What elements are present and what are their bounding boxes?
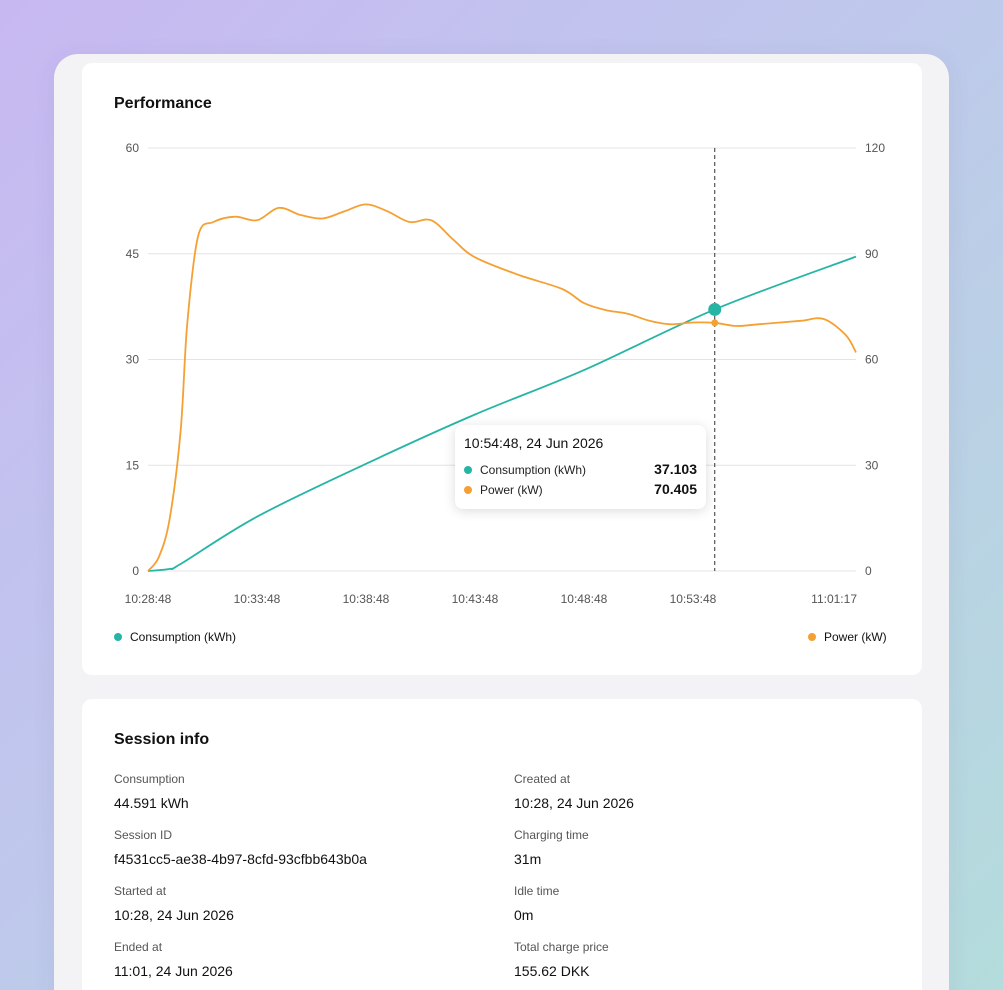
field-created-at: Created at 10:28, 24 Jun 2026: [514, 772, 894, 811]
field-label: Started at: [114, 884, 167, 898]
field-label: Total charge price: [514, 940, 609, 954]
app-shell: Performance 0 0 15 30 30 60 45 90 60 120 10:28:48 1…: [54, 54, 949, 990]
power-line: [147, 203, 857, 572]
field-label: Charging time: [514, 828, 589, 842]
field-value: 44.591 kWh: [114, 795, 189, 811]
field-value: 10:28, 24 Jun 2026: [114, 907, 234, 923]
field-label: Ended at: [114, 940, 163, 954]
session-info-title: Session info: [114, 731, 210, 748]
tooltip-value: 70.405: [654, 481, 697, 497]
x-tick-label: 11:01:17: [811, 592, 857, 606]
y-right-tick-label: 30: [865, 458, 879, 472]
field-label: Session ID: [114, 828, 173, 842]
field-value: 155.62 DKK: [514, 963, 590, 979]
tooltip-label: Consumption (kWh): [480, 463, 587, 477]
field-started-at: Started at 10:28, 24 Jun 2026: [114, 884, 494, 923]
y-right-tick-label: 60: [865, 353, 879, 367]
tooltip-label: Power (kW): [480, 483, 543, 497]
field-value: 0m: [514, 907, 534, 923]
x-tick-label: 10:48:48: [561, 592, 608, 606]
chart-tooltip: 10:54:48, 24 Jun 2026 Consumption (kWh) …: [455, 425, 706, 509]
y-right-tick-label: 0: [865, 564, 872, 578]
performance-title: Performance: [114, 95, 212, 112]
consumption-legend-dot-icon: [114, 633, 122, 641]
field-charging-time: Charging time 31m: [514, 828, 894, 867]
field-ended-at: Ended at 11:01, 24 Jun 2026: [114, 940, 494, 979]
y-left-tick-label: 45: [126, 247, 140, 261]
x-tick-label: 10:33:48: [234, 592, 281, 606]
y-left-tick-label: 30: [126, 353, 140, 367]
power-legend-dot-icon: [808, 633, 816, 641]
power-cursor-point: [711, 319, 719, 327]
field-label: Created at: [514, 772, 571, 786]
legend-label: Power (kW): [824, 630, 887, 644]
field-session-id: Session ID f4531cc5-ae38-4b97-8cfd-93cfb…: [114, 828, 494, 867]
field-idle-time: Idle time 0m: [514, 884, 894, 923]
field-value: 10:28, 24 Jun 2026: [514, 795, 634, 811]
y-right-tick-label: 120: [865, 141, 885, 155]
x-tick-label: 10:28:48: [125, 592, 172, 606]
performance-chart[interactable]: 0 0 15 30 30 60 45 90 60 120 10:28:48 10:33:48 10:38…: [82, 63, 922, 623]
power-dot-icon: [464, 486, 472, 494]
y-left-tick-label: 60: [126, 141, 140, 155]
tooltip-row-power: Power (kW) 70.405: [464, 481, 697, 499]
legend-item-power[interactable]: Power (kW): [808, 629, 898, 645]
x-tick-label: 10:38:48: [343, 592, 390, 606]
consumption-dot-icon: [464, 466, 472, 474]
consumption-cursor-point: [708, 302, 722, 316]
y-left-tick-label: 0: [132, 564, 139, 578]
y-left-tick-label: 15: [126, 458, 140, 472]
field-label: Consumption: [114, 772, 185, 786]
performance-card: Performance 0 0 15 30 30 60 45 90 60 120 10:28:48 1…: [82, 63, 922, 675]
x-tick-label: 10:53:48: [670, 592, 717, 606]
field-value: 11:01, 24 Jun 2026: [114, 963, 233, 979]
legend-item-consumption[interactable]: Consumption (kWh): [114, 629, 274, 645]
x-tick-label: 10:43:48: [452, 592, 499, 606]
field-consumption: Consumption 44.591 kWh: [114, 772, 494, 811]
consumption-line: [147, 255, 857, 572]
session-info-card: Session info Consumption 44.591 kWh Crea…: [82, 699, 922, 990]
y-right-tick-label: 90: [865, 247, 879, 261]
field-value: 31m: [514, 851, 542, 867]
legend-label: Consumption (kWh): [130, 630, 237, 644]
field-label: Idle time: [514, 884, 560, 898]
tooltip-row-consumption: Consumption (kWh) 37.103: [464, 461, 697, 479]
tooltip-time: 10:54:48, 24 Jun 2026: [464, 435, 604, 451]
tooltip-value: 37.103: [654, 461, 697, 477]
field-total-charge-price: Total charge price 155.62 DKK: [514, 940, 894, 979]
field-value[interactable]: f4531cc5-ae38-4b97-8cfd-93cfbb643b0a: [114, 851, 367, 867]
